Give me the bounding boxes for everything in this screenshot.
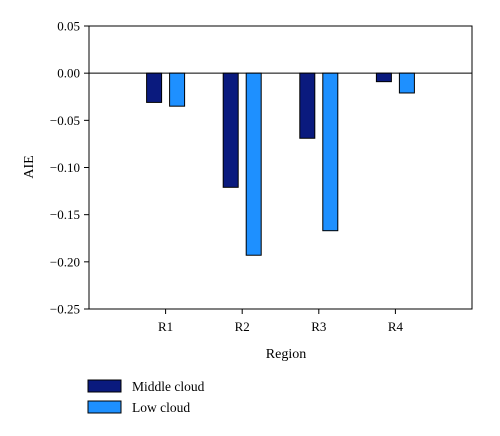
legend: Middle cloud Low cloud [87,379,205,415]
x-ticks: R1 R2 R3 R4 [158,309,403,334]
bar-low-cloud-r1 [169,72,186,107]
bar-middle-cloud-r3 [299,72,316,139]
y-axis-title: AIE [22,155,37,178]
x-tick-label: R1 [158,319,173,334]
bar-middle-cloud-r1 [146,72,163,103]
y-ticks: 0.05 0.00 −0.05 −0.10 −0.15 −0.20 −0.25 [50,19,89,317]
y-tick-label: 0.00 [57,66,80,81]
legend-label: Low cloud [132,400,190,415]
y-tick-label: −0.10 [50,160,80,175]
legend-swatch [87,379,122,393]
bar-middle-cloud-r2 [222,72,239,188]
x-axis-title: Region [266,347,306,362]
y-tick-label: −0.20 [50,254,80,269]
y-tick-label: 0.05 [57,19,80,34]
plot-area-frame [88,25,473,310]
bar-low-cloud-r4 [398,72,415,94]
y-tick-label: −0.25 [50,302,80,317]
bars [146,72,415,256]
bar-middle-cloud-r4 [375,72,392,83]
legend-label: Middle cloud [132,379,205,394]
bar-low-cloud-r2 [245,72,262,256]
y-tick-label: −0.15 [50,207,80,222]
x-tick-label: R2 [235,319,250,334]
x-tick-label: R4 [388,319,404,334]
x-tick-label: R3 [311,319,326,334]
legend-swatch [87,400,122,414]
bar-low-cloud-r3 [322,72,339,232]
y-tick-label: −0.05 [50,113,80,128]
